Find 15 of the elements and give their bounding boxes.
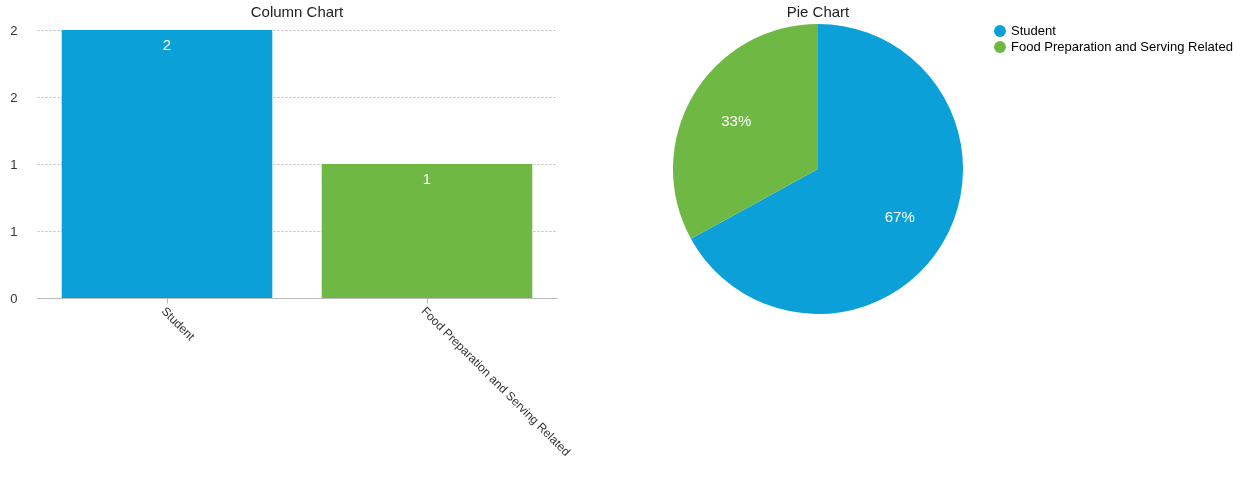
data-label: 2 — [162, 36, 172, 53]
y-tick-label: 2 — [10, 89, 18, 105]
y-tick-label: 1 — [10, 223, 18, 239]
pie-slice — [673, 24, 818, 239]
pie-slice — [690, 24, 963, 314]
data-label: 33% — [721, 111, 752, 129]
chart-title: Pie Chart — [786, 3, 851, 20]
data-label: 1 — [422, 170, 432, 187]
legend-label: Food Preparation and Serving Related — [1011, 39, 1233, 54]
data-label: 67% — [884, 208, 915, 226]
y-tick-label: 1 — [10, 156, 18, 172]
legend-label: Student — [1011, 23, 1057, 38]
y-tick-label: 2 — [10, 22, 18, 38]
y-tick-label: 0 — [10, 290, 18, 306]
chart-title: Column Chart — [250, 3, 345, 20]
